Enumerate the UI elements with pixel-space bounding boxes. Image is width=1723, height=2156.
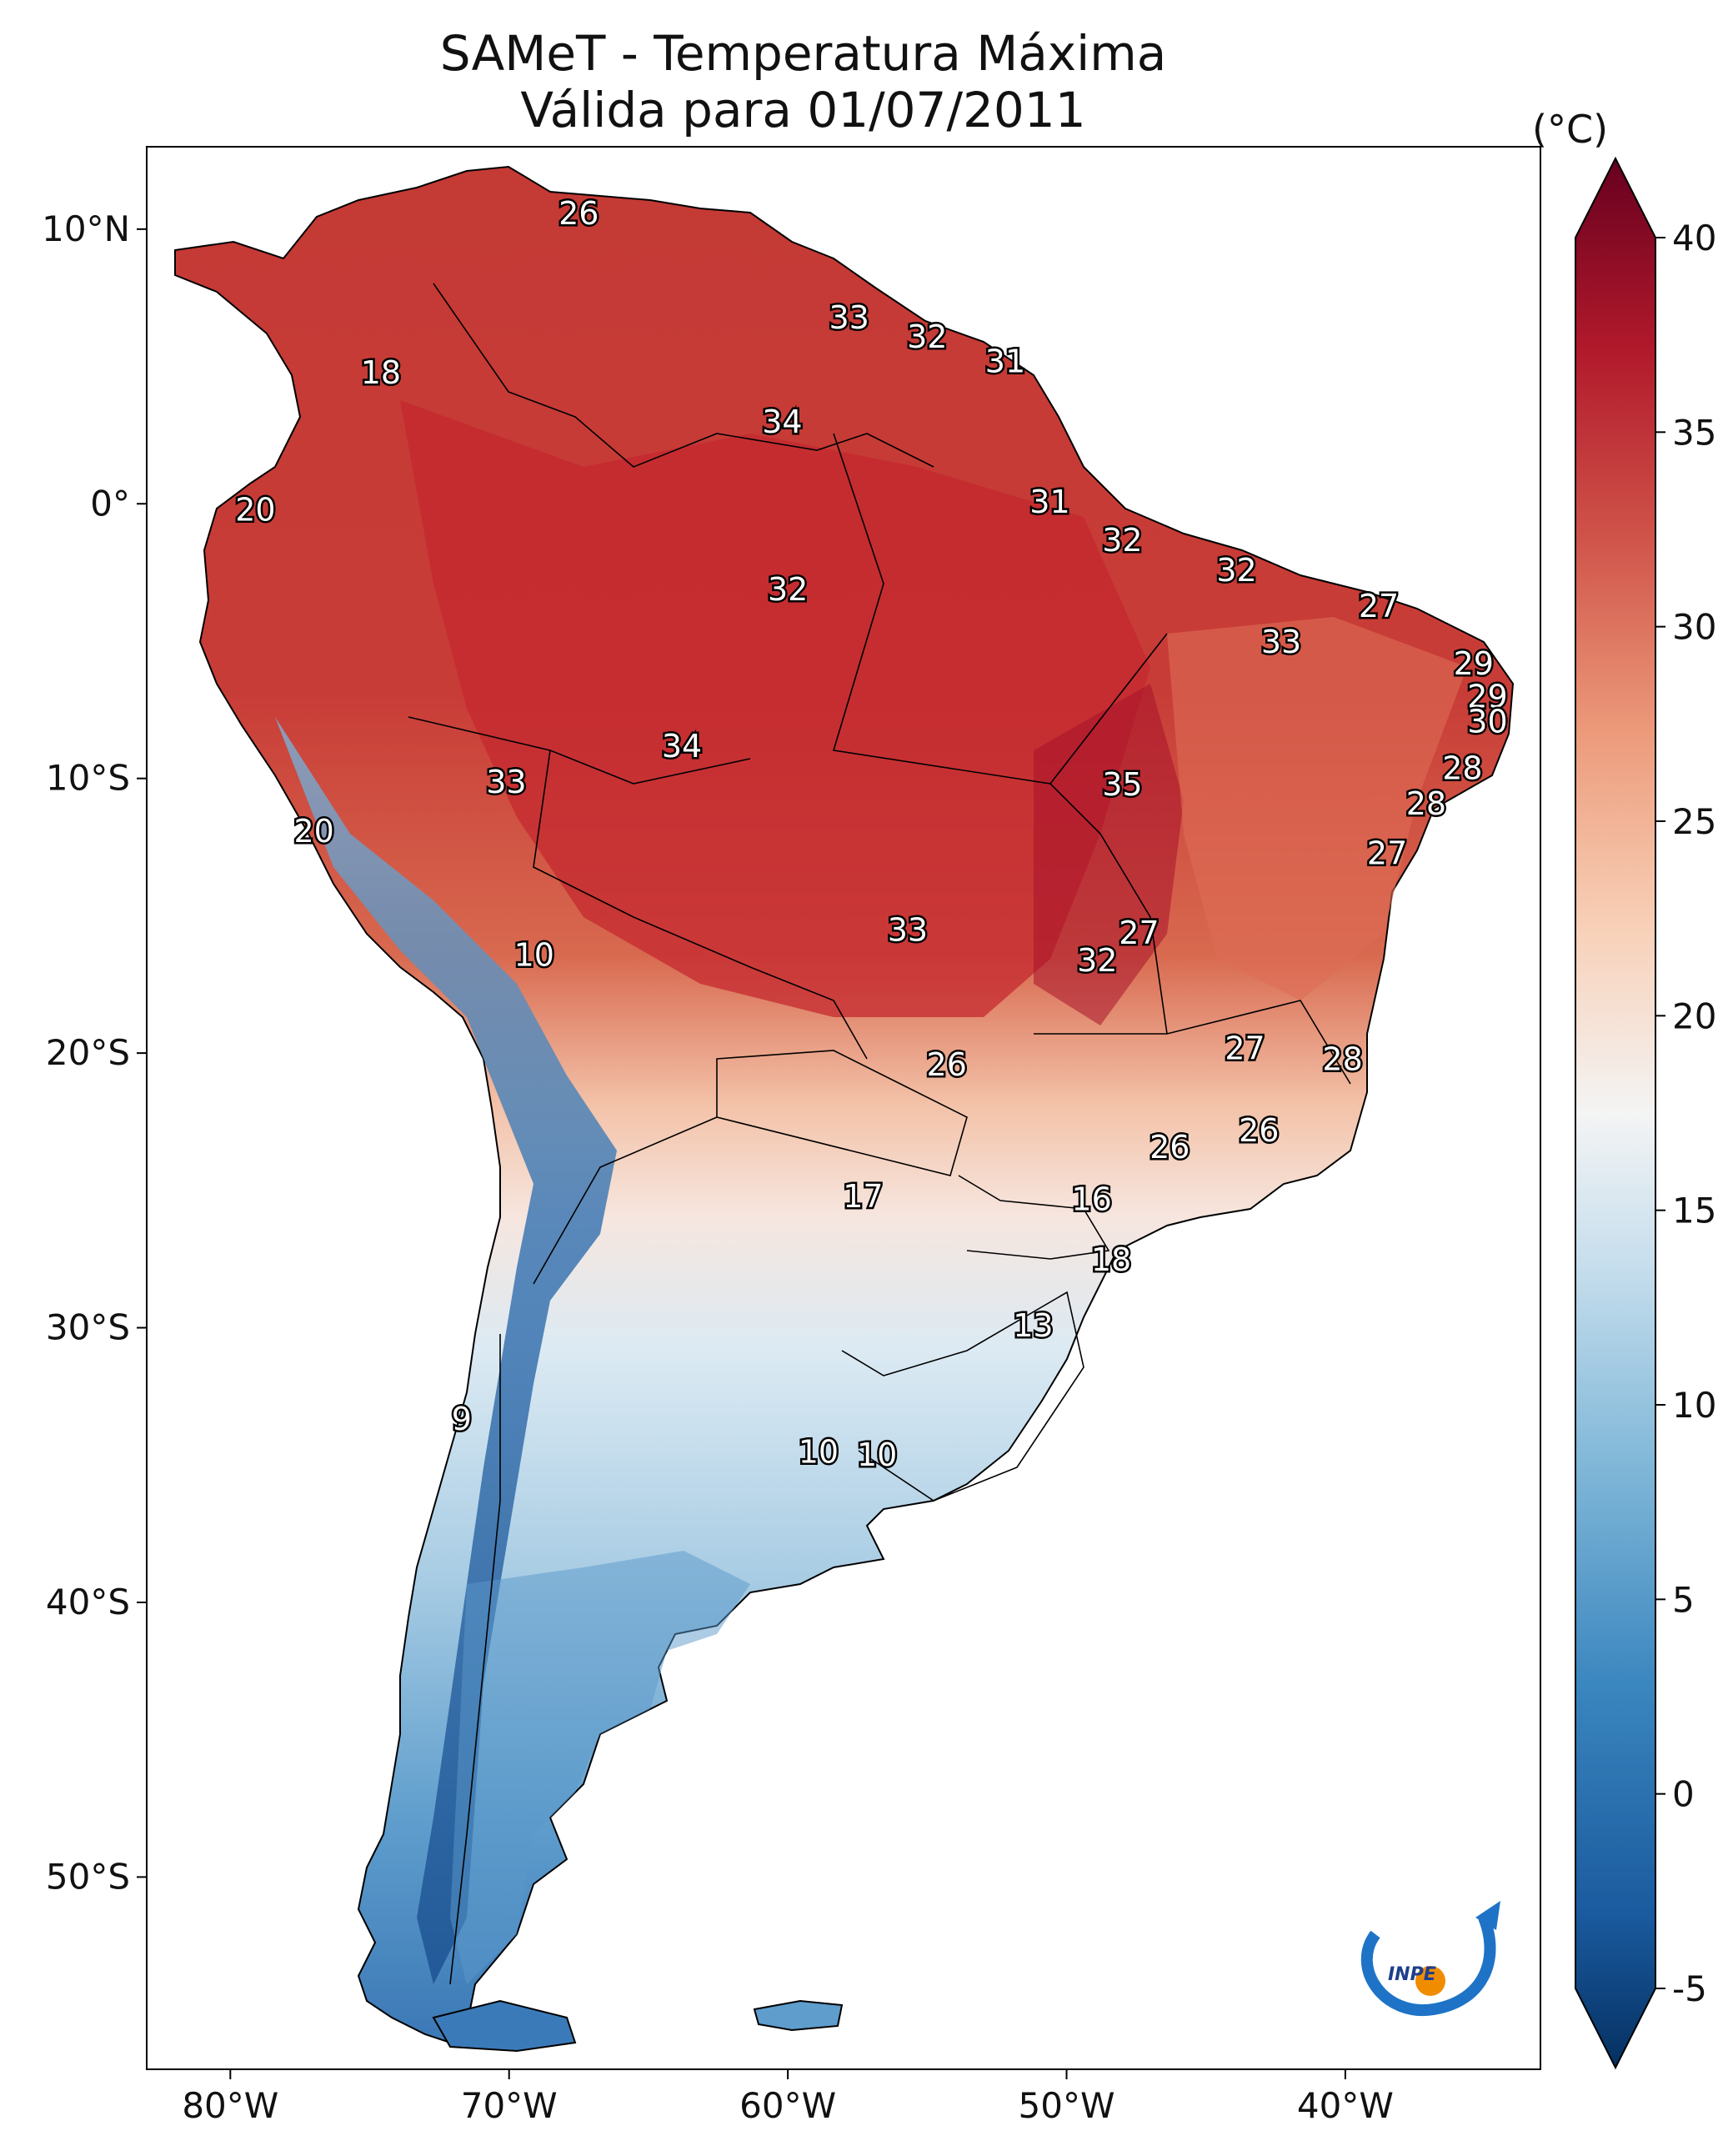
- lon-tick-label: 60°W: [739, 2085, 836, 2126]
- station-label: 18: [361, 354, 401, 391]
- andes-cold-band: [275, 717, 617, 1984]
- station-label: 27: [1225, 1030, 1265, 1066]
- colorbar-tick-label: 5: [1672, 1579, 1695, 1620]
- colorbar-tick-label: 25: [1672, 801, 1716, 842]
- station-label: 20: [235, 492, 275, 529]
- lat-tick-label: 10°S: [46, 758, 130, 799]
- lat-tick-label: 50°S: [46, 1856, 130, 1897]
- lat-tick-label: 0°: [90, 483, 130, 524]
- colorbar-tick-label: 35: [1672, 412, 1716, 453]
- map-frame: [146, 146, 1541, 2070]
- station-label: 16: [1071, 1181, 1111, 1218]
- map-area: INPE: [147, 147, 1540, 2069]
- station-label: 10: [857, 1436, 897, 1473]
- station-label: 26: [927, 1046, 967, 1083]
- amazon-hot-region: [400, 400, 1150, 1017]
- station-label: 17: [843, 1178, 883, 1215]
- lat-tick-label: 20°S: [46, 1032, 130, 1073]
- station-label: 33: [486, 764, 526, 800]
- colorbar-tick-label: -5: [1672, 1968, 1707, 2009]
- lon-tick-label: 40°W: [1297, 2085, 1394, 2126]
- colorbar-tick-label: 10: [1672, 1385, 1716, 1426]
- lat-tick-label: 10°N: [42, 208, 130, 249]
- lon-tick-label: 70°W: [461, 2085, 558, 2126]
- station-label: 31: [1029, 484, 1069, 520]
- colorbar-tick-label: 20: [1672, 995, 1716, 1036]
- station-label: 31: [985, 343, 1025, 380]
- station-label: 26: [1239, 1112, 1279, 1149]
- station-label: 27: [1367, 835, 1407, 871]
- map-subtitle: Válida para 01/07/2011: [520, 82, 1086, 138]
- station-label: 29: [1454, 645, 1494, 682]
- station-label: 28: [1442, 750, 1482, 786]
- colorbar-tick-label: 0: [1672, 1774, 1695, 1815]
- station-label: 32: [1102, 522, 1142, 559]
- station-label: 27: [1119, 915, 1159, 951]
- tierra-del-fuego: [432, 1999, 577, 2053]
- colorbar-bar: [1575, 156, 1656, 2070]
- station-label: 33: [888, 912, 928, 949]
- station-label: 10: [799, 1434, 839, 1471]
- station-label: 28: [1322, 1040, 1362, 1077]
- station-label: 20: [293, 813, 333, 850]
- station-label: 13: [1013, 1307, 1053, 1344]
- lon-tick-label: 50°W: [1019, 2085, 1115, 2126]
- colorbar-ticks: 40 35 30 25 20 15 10 5 0 -5: [1655, 218, 1716, 2009]
- station-label: 9: [452, 1401, 472, 1437]
- inpe-logo-arrow: [1475, 1901, 1500, 1930]
- latitude-ticks: 10°N 0° 10°S 20°S 30°S 40°S 50°S: [42, 208, 147, 1897]
- station-label: 33: [829, 299, 869, 336]
- lon-tick-label: 80°W: [182, 2085, 278, 2126]
- inpe-logo-sun: [1415, 1966, 1445, 1996]
- patagonia-cool: [450, 1551, 750, 1984]
- colorbar-tick-label: 40: [1672, 218, 1716, 258]
- station-label: 33: [1261, 624, 1301, 660]
- station-label: 32: [1216, 552, 1256, 589]
- station-label: 34: [762, 404, 802, 440]
- northeast-warm: [1167, 617, 1467, 1000]
- central-brazil-hot: [1034, 684, 1184, 1025]
- falklands: [753, 1999, 844, 2032]
- station-label: 30: [1467, 703, 1507, 740]
- colorbar-unit: (°C): [1532, 107, 1609, 152]
- station-label: 27: [1359, 588, 1399, 624]
- inpe-logo-arc: [1360, 1915, 1496, 2017]
- country-borders: [408, 283, 1351, 1985]
- station-label: 10: [514, 936, 554, 973]
- lat-tick-label: 40°S: [46, 1582, 130, 1622]
- station-label: 29: [1467, 679, 1507, 715]
- station-label: 32: [768, 571, 808, 608]
- station-label: 26: [1150, 1129, 1190, 1166]
- station-label: 28: [1406, 785, 1446, 822]
- station-label: 18: [1091, 1241, 1131, 1278]
- station-label: 32: [1077, 942, 1117, 979]
- station-label: 34: [662, 728, 702, 765]
- longitude-ticks: 80°W 70°W 60°W 50°W 40°W: [182, 2069, 1394, 2126]
- station-label: 35: [1102, 766, 1142, 803]
- station-label: 26: [558, 195, 599, 232]
- colorbar-tick-label: 30: [1672, 607, 1716, 648]
- lat-tick-label: 30°S: [46, 1307, 130, 1348]
- colorbar: 40 35 30 25 20 15 10 5 0 -5: [1575, 156, 1716, 2070]
- map-title: SAMeT - Temperatura Máxima: [439, 25, 1167, 82]
- inpe-logo-text: INPE: [1388, 1964, 1436, 1985]
- station-label: 32: [907, 318, 947, 355]
- colorbar-tick-label: 15: [1672, 1191, 1716, 1231]
